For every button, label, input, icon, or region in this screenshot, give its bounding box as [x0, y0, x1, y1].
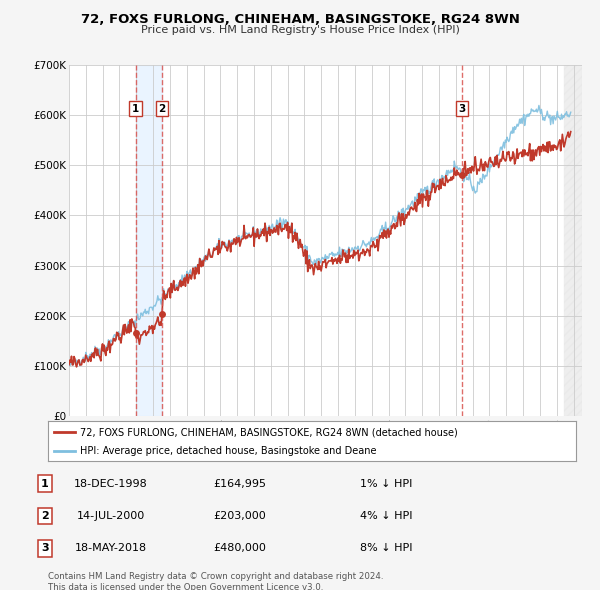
Text: 72, FOXS FURLONG, CHINEHAM, BASINGSTOKE, RG24 8WN (detached house): 72, FOXS FURLONG, CHINEHAM, BASINGSTOKE,…	[80, 428, 457, 438]
Text: 72, FOXS FURLONG, CHINEHAM, BASINGSTOKE, RG24 8WN: 72, FOXS FURLONG, CHINEHAM, BASINGSTOKE,…	[80, 13, 520, 26]
Text: 1% ↓ HPI: 1% ↓ HPI	[360, 478, 412, 489]
Text: £164,995: £164,995	[214, 478, 266, 489]
Text: 18-DEC-1998: 18-DEC-1998	[74, 478, 148, 489]
Text: 4% ↓ HPI: 4% ↓ HPI	[360, 511, 413, 521]
Text: Contains HM Land Registry data © Crown copyright and database right 2024.: Contains HM Land Registry data © Crown c…	[48, 572, 383, 581]
Text: £480,000: £480,000	[214, 543, 266, 553]
Text: 1: 1	[132, 104, 139, 114]
Bar	[564, 65, 582, 416]
Text: 2: 2	[41, 511, 49, 521]
Text: 2: 2	[158, 104, 166, 114]
Bar	[136, 65, 162, 416]
Text: Price paid vs. HM Land Registry's House Price Index (HPI): Price paid vs. HM Land Registry's House …	[140, 25, 460, 35]
Text: This data is licensed under the Open Government Licence v3.0.: This data is licensed under the Open Gov…	[48, 583, 323, 590]
Text: 1: 1	[41, 478, 49, 489]
Text: £203,000: £203,000	[214, 511, 266, 521]
Text: HPI: Average price, detached house, Basingstoke and Deane: HPI: Average price, detached house, Basi…	[80, 446, 376, 456]
Text: 14-JUL-2000: 14-JUL-2000	[77, 511, 145, 521]
Text: 3: 3	[458, 104, 466, 114]
Text: 18-MAY-2018: 18-MAY-2018	[75, 543, 147, 553]
Text: 3: 3	[41, 543, 49, 553]
Text: 8% ↓ HPI: 8% ↓ HPI	[360, 543, 413, 553]
